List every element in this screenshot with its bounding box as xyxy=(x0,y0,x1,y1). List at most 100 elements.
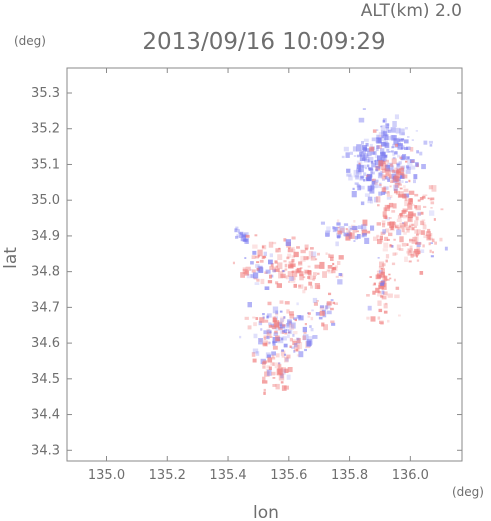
data-point xyxy=(383,191,387,194)
data-point xyxy=(383,216,388,219)
data-point xyxy=(277,364,282,367)
data-point xyxy=(292,333,295,337)
data-point xyxy=(334,265,338,269)
data-point xyxy=(265,341,271,345)
data-point xyxy=(373,236,379,241)
data-point xyxy=(274,268,280,272)
data-point xyxy=(368,167,372,171)
data-point xyxy=(378,134,382,137)
data-point xyxy=(444,246,448,251)
data-point xyxy=(392,143,397,148)
data-point xyxy=(425,194,428,196)
data-point xyxy=(362,153,369,159)
data-point xyxy=(401,210,407,214)
data-point xyxy=(414,229,419,234)
data-point xyxy=(378,285,382,288)
data-point xyxy=(407,248,413,256)
data-point xyxy=(271,351,276,356)
data-point xyxy=(272,337,278,343)
data-point xyxy=(397,138,401,142)
data-point xyxy=(287,253,292,258)
data-point xyxy=(354,182,359,185)
data-point xyxy=(408,211,413,219)
data-point xyxy=(387,191,390,193)
data-point xyxy=(370,186,375,189)
data-point xyxy=(275,248,281,253)
data-point xyxy=(330,320,335,324)
x-tick-label: 135.6 xyxy=(270,468,307,483)
data-point xyxy=(307,312,311,315)
data-point xyxy=(384,142,390,149)
data-point xyxy=(417,212,421,216)
data-point xyxy=(263,388,266,392)
data-point xyxy=(422,244,425,248)
data-point xyxy=(391,210,396,213)
data-point xyxy=(384,176,388,180)
data-point xyxy=(384,163,388,168)
data-point xyxy=(373,196,378,203)
data-point xyxy=(409,245,413,250)
data-point xyxy=(408,217,413,223)
data-point xyxy=(387,178,390,182)
data-point xyxy=(345,233,351,241)
data-point xyxy=(389,277,392,280)
data-point xyxy=(381,282,387,290)
data-point xyxy=(296,338,301,343)
data-point xyxy=(339,226,345,234)
data-point xyxy=(283,329,287,333)
data-point xyxy=(393,171,397,174)
data-point xyxy=(284,268,288,271)
data-point xyxy=(321,322,325,327)
y-tick-label: 35.0 xyxy=(31,193,60,208)
data-point xyxy=(261,244,267,250)
data-point xyxy=(337,261,341,265)
data-point xyxy=(387,278,390,281)
data-point xyxy=(290,276,296,283)
data-point xyxy=(397,214,402,219)
data-point xyxy=(398,248,404,251)
data-point xyxy=(415,130,418,132)
data-point xyxy=(359,152,363,157)
data-point xyxy=(310,328,314,332)
data-point xyxy=(299,271,304,277)
data-point xyxy=(278,363,282,368)
data-point xyxy=(374,179,379,183)
data-point xyxy=(313,272,317,277)
data-point xyxy=(356,154,360,158)
data-point xyxy=(256,261,260,264)
data-point xyxy=(391,262,396,266)
data-point xyxy=(370,225,375,231)
data-point xyxy=(338,273,343,276)
data-point xyxy=(408,179,411,183)
data-point xyxy=(397,226,400,230)
data-point xyxy=(408,225,412,228)
data-point xyxy=(282,270,285,273)
data-point xyxy=(375,148,379,152)
data-point xyxy=(393,238,396,241)
data-point xyxy=(288,331,291,334)
data-point xyxy=(287,319,292,324)
data-point xyxy=(286,309,290,314)
data-point xyxy=(267,313,272,318)
data-point xyxy=(401,242,407,247)
data-point xyxy=(343,232,349,237)
data-point xyxy=(393,175,398,181)
data-point xyxy=(298,284,304,289)
data-point xyxy=(406,214,412,218)
data-point xyxy=(416,229,421,235)
data-point xyxy=(311,309,314,312)
data-point xyxy=(362,233,367,237)
data-point xyxy=(310,316,314,321)
data-point xyxy=(402,222,405,224)
data-point xyxy=(380,170,383,173)
data-point xyxy=(254,234,258,237)
data-point xyxy=(399,156,403,160)
data-point xyxy=(380,125,383,128)
data-point xyxy=(291,270,295,273)
data-point xyxy=(352,187,355,190)
data-point xyxy=(288,247,291,250)
data-point xyxy=(376,134,380,139)
data-point xyxy=(385,228,390,233)
data-point xyxy=(386,278,389,281)
data-point xyxy=(310,247,314,250)
